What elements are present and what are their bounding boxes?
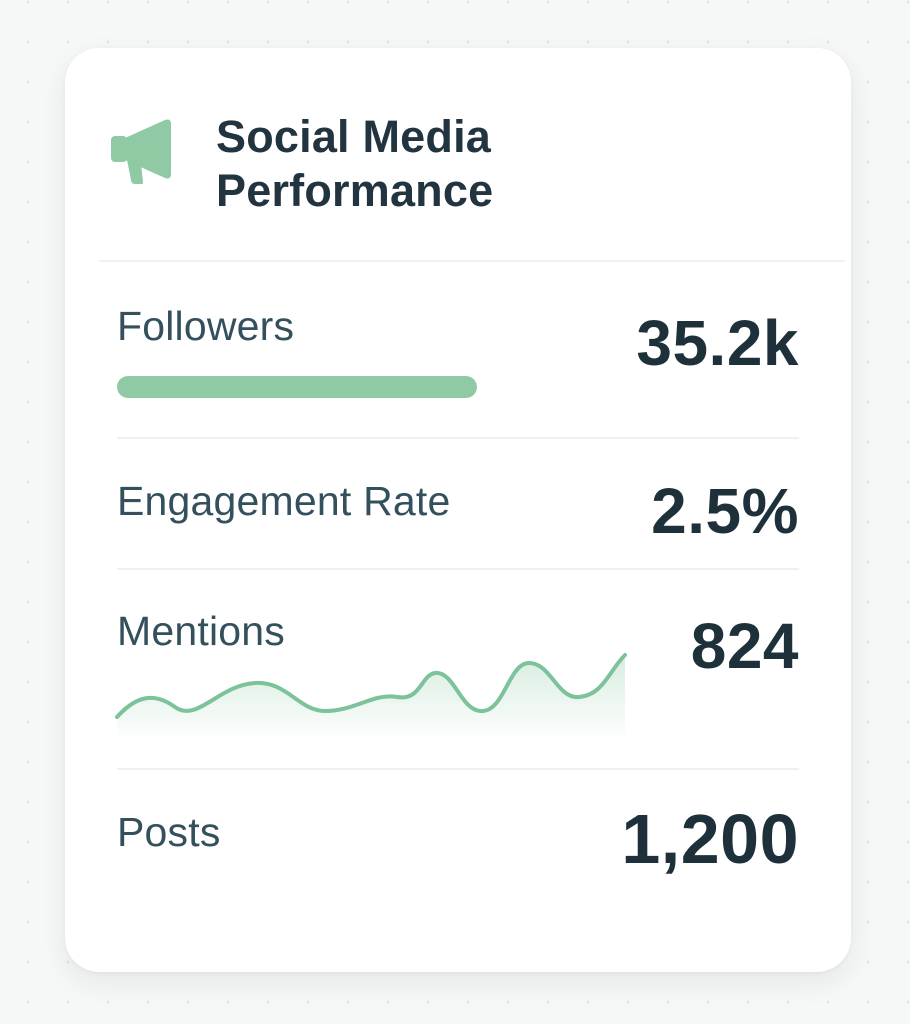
row-divider [117,437,799,439]
sparkline-area [117,655,625,737]
mentions-label: Mentions [117,608,285,654]
row-divider [117,768,799,770]
mentions-sparkline [115,653,627,737]
card-title: Social Media Performance [216,110,676,218]
card-header: Social Media Performance [65,48,851,261]
engagement-rate-label: Engagement Rate [117,478,451,524]
posts-label: Posts [117,809,221,855]
sparkline-line [115,653,627,719]
card-title-line1: Social Media [216,111,491,162]
followers-progress-bar [117,376,477,398]
followers-progress-fill [117,376,477,398]
header-divider [99,260,845,262]
followers-value: 35.2k [636,307,799,379]
social-media-card: Social Media Performance Followers 35.2k… [65,48,851,972]
megaphone-icon [111,119,171,184]
followers-label: Followers [117,303,295,349]
row-divider [117,568,799,570]
engagement-rate-value: 2.5% [651,475,799,547]
mentions-value: 824 [690,610,799,682]
posts-value: 1,200 [621,800,799,878]
card-title-line2: Performance [216,165,494,216]
